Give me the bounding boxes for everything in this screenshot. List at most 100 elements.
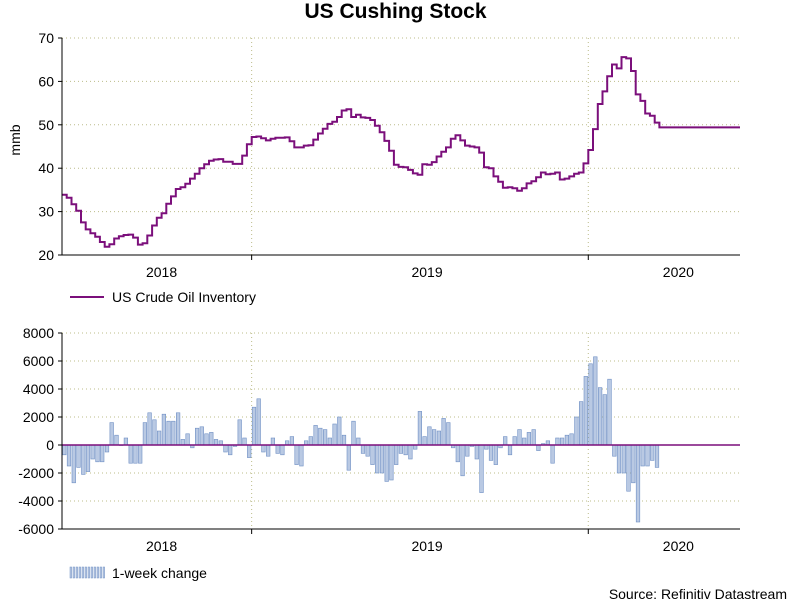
weekly-change-bar bbox=[564, 434, 569, 446]
weekly-change-bar bbox=[607, 378, 612, 446]
weekly-change-bar bbox=[555, 437, 560, 446]
weekly-change-bar bbox=[512, 436, 517, 446]
weekly-change-legend-stripe bbox=[102, 566, 105, 579]
inventory-y-axis-label: mmb bbox=[7, 124, 23, 155]
weekly-change-bar bbox=[612, 444, 617, 457]
weekly-change-bar bbox=[228, 444, 233, 456]
weekly-change-bar bbox=[171, 420, 176, 446]
weekly-change-bar bbox=[313, 425, 318, 446]
weekly-change-bar bbox=[531, 429, 536, 446]
weekly-change-bar bbox=[346, 444, 351, 471]
weekly-change-bar bbox=[90, 444, 95, 460]
weekly-change-bar bbox=[62, 444, 67, 456]
weekly-change-bar bbox=[180, 439, 185, 446]
weekly-change-bar bbox=[152, 419, 157, 446]
bot-ytick-label: -2000 bbox=[18, 465, 54, 481]
weekly-change-bar bbox=[550, 444, 555, 464]
weekly-change-legend-stripe bbox=[75, 566, 78, 579]
weekly-change-bar bbox=[294, 444, 299, 465]
weekly-change-bar bbox=[299, 444, 304, 467]
weekly-change-bar bbox=[460, 444, 465, 477]
weekly-change-bar bbox=[650, 444, 655, 461]
weekly-change-bar bbox=[71, 444, 76, 484]
weekly-change-legend-stripe bbox=[72, 566, 75, 579]
weekly-change-bar bbox=[593, 356, 598, 446]
weekly-change-bar bbox=[213, 439, 219, 446]
inventory-gridlines bbox=[62, 37, 740, 255]
weekly-change-legend-stripe bbox=[69, 566, 72, 579]
bot-ytick-label: 4000 bbox=[23, 381, 54, 397]
weekly-change-legend-swatch bbox=[69, 566, 105, 579]
weekly-change-bar bbox=[270, 437, 276, 446]
weekly-change-bar bbox=[318, 427, 323, 446]
weekly-change-bar bbox=[114, 434, 119, 446]
weekly-change-bar bbox=[417, 411, 423, 446]
top-xtick-label-2020: 2020 bbox=[663, 264, 694, 280]
weekly-change-bar bbox=[161, 413, 167, 446]
top-ytick-label: 60 bbox=[38, 73, 54, 89]
weekly-change-bar bbox=[427, 426, 432, 446]
weekly-change-bar bbox=[85, 444, 91, 472]
bot-xtick-label-2020: 2020 bbox=[663, 538, 694, 554]
weekly-change-bar bbox=[446, 422, 451, 446]
top-ytick-label: 40 bbox=[38, 160, 54, 176]
weekly-change-gridlines bbox=[62, 332, 740, 529]
weekly-change-bar bbox=[588, 363, 593, 446]
weekly-change-bar bbox=[100, 444, 105, 463]
weekly-change-bar bbox=[109, 422, 114, 446]
source-note: Source: Refinitiv Datastream bbox=[608, 586, 787, 602]
weekly-change-bar bbox=[479, 444, 484, 493]
weekly-change-legend-stripe bbox=[99, 566, 102, 579]
weekly-change-bar bbox=[185, 433, 190, 446]
weekly-change-bar bbox=[138, 444, 143, 464]
weekly-change-legend-stripe bbox=[87, 566, 90, 579]
weekly-change-bar bbox=[142, 422, 148, 446]
inventory-legend-label: US Crude Oil Inventory bbox=[112, 289, 256, 305]
weekly-change-legend-stripe bbox=[90, 566, 93, 579]
top-ytick-label: 30 bbox=[38, 204, 54, 220]
weekly-change-bar bbox=[422, 436, 427, 446]
bot-ytick-label: -6000 bbox=[18, 521, 54, 537]
weekly-change-bar bbox=[441, 418, 446, 446]
weekly-change-bar bbox=[536, 444, 541, 451]
weekly-change-bar bbox=[247, 444, 252, 458]
weekly-change-bar bbox=[403, 444, 408, 456]
weekly-change-bar bbox=[128, 444, 133, 464]
weekly-change-bar bbox=[76, 444, 81, 468]
weekly-change-bar bbox=[436, 430, 442, 446]
weekly-change-bar bbox=[621, 444, 626, 474]
weekly-change-y-ticks: -6000 -4000 -2000 0 2000 4000 6000 8000 bbox=[18, 325, 62, 537]
inventory-series-line bbox=[62, 56, 740, 248]
inventory-legend: US Crude Oil Inventory bbox=[70, 289, 256, 305]
weekly-change-bar bbox=[394, 444, 399, 465]
weekly-change-bar bbox=[465, 444, 470, 457]
bot-ytick-label: 2000 bbox=[23, 409, 54, 425]
weekly-change-bar bbox=[237, 419, 242, 446]
weekly-change-bar bbox=[379, 444, 385, 474]
weekly-change-bar bbox=[332, 423, 337, 446]
inventory-chart: 20 30 40 50 60 70 2018 2019 2020 mmb US Crude O… bbox=[7, 30, 740, 305]
weekly-change-bar bbox=[261, 444, 266, 453]
weekly-change-bars bbox=[62, 356, 660, 523]
bot-ytick-label: -4000 bbox=[18, 493, 54, 509]
weekly-change-legend-stripe bbox=[81, 566, 84, 579]
weekly-change-bar bbox=[209, 432, 214, 446]
weekly-change-bar bbox=[266, 444, 271, 457]
weekly-change-bar bbox=[616, 444, 622, 474]
bot-ytick-label: 0 bbox=[46, 437, 54, 453]
weekly-change-legend-stripe bbox=[93, 566, 96, 579]
weekly-change-bar bbox=[635, 444, 641, 523]
top-ytick-label: 20 bbox=[38, 247, 54, 263]
weekly-change-bar bbox=[602, 394, 607, 446]
weekly-change-bar bbox=[408, 444, 413, 460]
weekly-change-bar bbox=[507, 444, 513, 456]
weekly-change-bar bbox=[503, 436, 508, 446]
weekly-change-bar bbox=[431, 429, 437, 446]
weekly-change-bar bbox=[308, 436, 313, 446]
weekly-change-bar bbox=[389, 444, 394, 481]
weekly-change-legend-stripe bbox=[96, 566, 99, 579]
weekly-change-bar bbox=[66, 444, 72, 467]
weekly-change-bar bbox=[133, 444, 138, 464]
weekly-change-x-ticks: 2018 2019 2020 bbox=[146, 529, 694, 554]
weekly-change-bar bbox=[526, 432, 531, 446]
